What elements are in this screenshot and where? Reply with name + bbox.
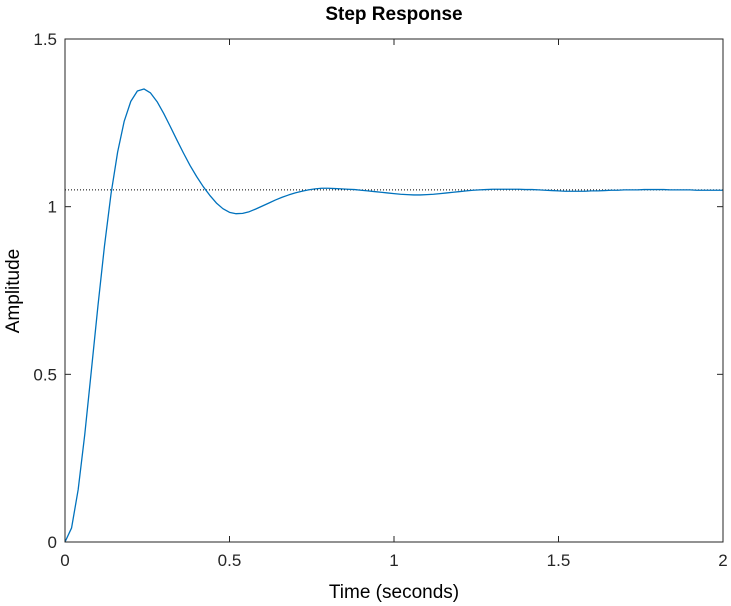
x-tick-label: 0 (60, 551, 69, 570)
x-tick-label: 0.5 (218, 551, 242, 570)
x-tick-label: 1 (389, 551, 398, 570)
series-layer (64, 88, 723, 543)
y-tick-label: 0.5 (33, 365, 57, 384)
tick-layer: 0 0.5 1 1.5 2 0 0.5 1 1.5 (33, 30, 727, 570)
x-tick-label: 1.5 (547, 551, 571, 570)
y-axis-label: Amplitude (3, 249, 24, 334)
chart-title: Step Response (325, 4, 462, 25)
y-tick-label: 1.5 (33, 30, 57, 49)
plot-area (65, 39, 723, 542)
y-tick-label: 0 (48, 533, 57, 552)
step-response-line-0 (64, 88, 723, 543)
y-tick-label: 1 (48, 198, 57, 217)
x-axis-label: Time (seconds) (329, 582, 459, 603)
x-tick-label: 2 (718, 551, 727, 570)
